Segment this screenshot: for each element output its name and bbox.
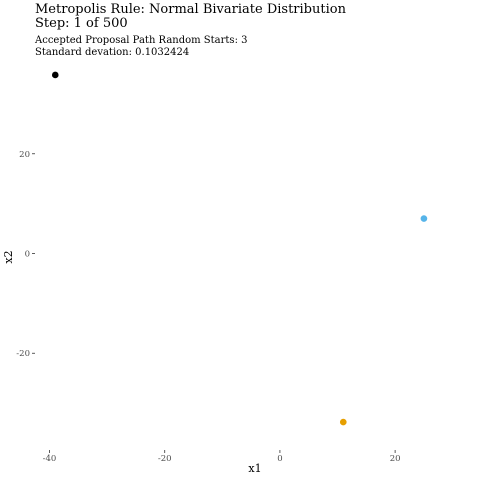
data-point [420, 215, 428, 222]
x-tick-label: -20 [158, 454, 172, 464]
y-tick-label: -20 [16, 349, 30, 359]
x-axis: -40 -20 0 20 [43, 450, 401, 464]
y-axis-label: x2 [2, 250, 15, 263]
y-tick-label: 20 [19, 150, 30, 160]
x-axis-label: x1 [248, 462, 261, 475]
chart-caption-line-2: Standard devation: 0.1032424 [35, 47, 190, 58]
chart-title: Metropolis Rule: Normal Bivariate Distri… [35, 2, 346, 17]
data-point [51, 71, 59, 79]
chart-subtitle: Step: 1 of 500 [35, 16, 128, 31]
data-point [339, 418, 347, 426]
x-tick-label: -40 [43, 454, 57, 464]
y-tick-label: 0 [25, 250, 30, 260]
x-tick-label: 0 [277, 454, 282, 464]
x-tick-label: 20 [390, 454, 401, 464]
chart-caption-line-1: Accepted Proposal Path Random Starts: 3 [35, 35, 248, 46]
y-axis: -20 0 20 [16, 150, 35, 359]
points-layer [51, 71, 428, 426]
